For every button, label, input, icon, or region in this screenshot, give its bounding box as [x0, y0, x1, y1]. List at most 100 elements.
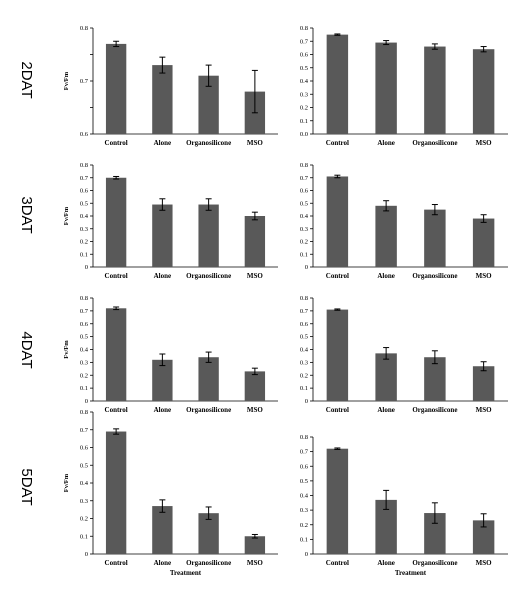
y-tick-label: 0.5 [300, 200, 308, 207]
category-label: Organosilicone [412, 272, 457, 280]
y-tick-label: 0.6 [80, 445, 89, 452]
y-tick-label: 0.1 [80, 533, 88, 540]
y-tick-label: 0.3 [300, 91, 308, 98]
y-tick-label: 0.5 [300, 478, 308, 485]
bar-control [105, 431, 127, 554]
bar-control [326, 448, 349, 554]
y-tick-label: 0.2 [300, 239, 308, 246]
y-tick-label: 0.4 [300, 493, 309, 500]
y-tick-label: 0.8 [300, 162, 308, 169]
y-tick-label: 0.1 [300, 118, 308, 125]
y-tick-label: 0.8 [300, 295, 308, 302]
category-label: MSO [476, 139, 493, 147]
y-tick-label: 0.7 [300, 38, 309, 45]
category-label: Alone [154, 139, 172, 147]
y-tick-label: 0.4 [300, 78, 309, 85]
y-tick-label: 0.2 [300, 105, 308, 112]
category-label: MSO [247, 406, 264, 414]
category-label: Control [326, 139, 349, 147]
category-label: Organosilicone [186, 272, 231, 280]
category-label: MSO [247, 559, 264, 567]
category-label: Control [105, 272, 128, 280]
y-tick-label: 0.7 [300, 449, 309, 456]
bar-organosilicone [198, 204, 219, 267]
y-tick-label: 0.5 [80, 334, 88, 341]
y-tick-label: 0.3 [300, 507, 308, 514]
category-label: Organosilicone [186, 559, 231, 567]
y-tick-label: 0.7 [80, 427, 89, 434]
bar-organosilicone [424, 357, 446, 401]
y-tick-label: 0.6 [80, 131, 89, 138]
bar-organosilicone [198, 357, 219, 401]
y-axis-label: Fv/Fm [63, 71, 70, 90]
bar-control [326, 176, 349, 267]
bar-alone [375, 353, 397, 401]
bar-alone [375, 499, 397, 554]
bar-organosilicone [424, 513, 446, 554]
y-tick-label: 0.8 [300, 25, 308, 32]
y-tick-label: 0.7 [80, 78, 89, 85]
y-tick-label: 0.7 [80, 308, 89, 315]
y-tick-label: 0.0 [300, 131, 308, 138]
category-label: Control [105, 139, 128, 147]
bar-alone [375, 42, 397, 135]
y-tick-label: 0.1 [300, 385, 308, 392]
category-label: Control [105, 406, 128, 414]
bar-organosilicone [424, 46, 446, 134]
y-tick-label: 0 [85, 551, 88, 558]
category-label: Control [326, 559, 349, 567]
category-label: Organosilicone [412, 139, 457, 147]
y-tick-label: 0.4 [80, 347, 89, 354]
category-label: Alone [154, 559, 172, 567]
bar-mso [472, 366, 495, 401]
y-tick-label: 0.5 [300, 334, 308, 341]
bar-alone [152, 65, 173, 134]
category-label: Alone [377, 139, 395, 147]
y-tick-label: 0.7 [300, 175, 309, 182]
y-tick-label: 0.2 [300, 522, 308, 529]
y-tick-label: 0.3 [80, 226, 88, 233]
category-label: MSO [476, 406, 493, 414]
bar-control [105, 43, 127, 134]
y-tick-label: 0.2 [80, 516, 88, 523]
y-tick-label: 0.4 [80, 480, 89, 487]
bar-mso [472, 49, 495, 135]
y-tick-label: 0.6 [300, 463, 309, 470]
bar-alone [152, 359, 173, 401]
bar-mso [472, 218, 495, 267]
y-tick-label: 0.1 [300, 251, 308, 258]
category-label: Control [326, 272, 349, 280]
y-tick-label: 0.5 [80, 200, 88, 207]
y-tick-label: 0.2 [300, 372, 308, 379]
category-label: Organosilicone [186, 406, 231, 414]
category-label: Control [105, 559, 128, 567]
category-label: MSO [476, 559, 493, 567]
category-label: Alone [154, 272, 172, 280]
y-tick-label: 0.1 [300, 536, 308, 543]
y-axis-label: Fv/Fm [63, 206, 70, 225]
y-tick-label: 0.3 [300, 359, 308, 366]
bar-control [105, 308, 127, 401]
bar-mso [472, 520, 495, 554]
y-tick-label: 0.4 [80, 213, 89, 220]
y-tick-label: 0.7 [300, 308, 309, 315]
y-tick-label: 0.5 [300, 65, 308, 72]
y-tick-label: 0.3 [80, 359, 88, 366]
bar-mso [244, 536, 266, 554]
category-label: Control [326, 406, 349, 414]
y-tick-label: 0.8 [80, 409, 88, 416]
y-tick-label: 0.2 [80, 372, 88, 379]
category-label: Alone [377, 272, 395, 280]
bar-organosilicone [198, 513, 219, 554]
y-tick-label: 0.1 [80, 251, 88, 258]
x-axis-label: Treatment [170, 569, 202, 577]
y-tick-label: 0.6 [300, 321, 309, 328]
bar-alone [152, 204, 173, 267]
y-tick-label: 0.1 [80, 385, 88, 392]
x-axis-label: Treatment [395, 569, 427, 577]
y-tick-label: 0.3 [80, 498, 88, 505]
category-label: Alone [377, 406, 395, 414]
bar-organosilicone [424, 209, 446, 267]
y-tick-label: 0.6 [300, 188, 309, 195]
